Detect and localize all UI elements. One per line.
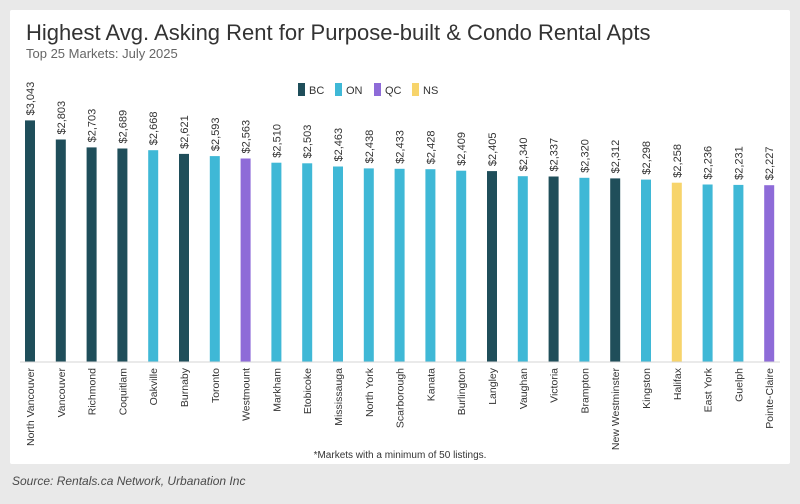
legend-label-bc: BC (309, 85, 324, 97)
legend-swatch-ns (412, 83, 419, 96)
x-tick-label: North Vancouver (25, 368, 37, 447)
data-label: $2,409 (456, 132, 468, 166)
data-label: $2,689 (117, 110, 129, 144)
data-label: $2,621 (179, 115, 191, 149)
data-label: $2,258 (672, 144, 684, 178)
bar-north-york (363, 168, 374, 362)
bar-guelph (733, 184, 744, 362)
data-label: $2,803 (56, 101, 68, 135)
x-tick-label: Vancouver (56, 367, 68, 417)
x-tick-label: Richmond (87, 368, 99, 415)
x-tick-label: Mississauga (333, 368, 345, 426)
x-tick-label: Toronto (210, 368, 222, 403)
bar-langley (487, 171, 497, 362)
legend-swatch-bc (298, 83, 305, 96)
x-tick-label: East York (703, 367, 715, 412)
x-tick-label: Oakville (148, 368, 160, 406)
x-tick-label: Guelph (733, 368, 745, 402)
bar-kingston (641, 179, 651, 362)
data-label: $2,428 (425, 131, 437, 165)
data-label: $2,298 (641, 141, 653, 175)
data-label: $3,043 (25, 82, 37, 116)
data-label: $2,668 (148, 112, 160, 146)
x-tick-label: Westmount (241, 368, 253, 421)
data-label: $2,503 (302, 125, 314, 159)
bar-new-westminster (610, 178, 621, 362)
legend-swatch-qc (374, 83, 381, 96)
bar-oakville (148, 150, 159, 362)
bar-westmount (240, 158, 251, 362)
x-tick-label: Pointe-Claire (764, 368, 776, 429)
data-label: $2,337 (549, 138, 561, 172)
legend-label-qc: QC (385, 85, 402, 97)
chart-legend: BC ON QC NS (298, 83, 438, 97)
bar-coquitlam (117, 148, 128, 362)
bar-vaughan (517, 176, 528, 362)
bar-markham (271, 162, 282, 362)
x-tick-label: Victoria (549, 368, 561, 403)
x-tick-label: Burlington (456, 368, 468, 415)
data-label: $2,236 (703, 146, 715, 180)
data-label: $2,312 (610, 140, 622, 174)
bar-mississauga (333, 166, 343, 362)
x-tick-label: Burnaby (179, 367, 191, 407)
bar-victoria (548, 176, 559, 362)
bar-burnaby (179, 153, 189, 362)
data-label: $2,433 (395, 130, 407, 164)
bar-kanata (425, 169, 436, 362)
footnote: *Markets with a minimum of 50 listings. (313, 450, 487, 461)
x-tick-label: New Westminster (610, 368, 622, 451)
data-label: $2,563 (241, 120, 253, 154)
x-tick-label: Scarborough (395, 368, 407, 428)
x-tick-label: Markham (271, 368, 283, 412)
data-label: $2,340 (518, 138, 530, 172)
legend-swatch-on (335, 83, 342, 96)
source-credit: Source: Rentals.ca Network, Urbanation I… (12, 474, 246, 488)
chart-title: Highest Avg. Asking Rent for Purpose-bui… (26, 20, 651, 45)
bar-richmond (86, 147, 97, 362)
data-label: $2,703 (87, 109, 99, 143)
bar-brampton (579, 177, 590, 362)
x-tick-label: Brampton (579, 368, 591, 414)
legend-label-on: ON (346, 85, 363, 97)
bar-east-york (702, 184, 713, 362)
data-label: $2,320 (579, 139, 591, 173)
data-label: $2,593 (210, 117, 222, 151)
x-tick-label: Halifax (672, 367, 684, 400)
x-tick-label: North York (364, 367, 376, 417)
data-label: $2,438 (364, 130, 376, 164)
data-label: $2,510 (271, 124, 283, 158)
bar-north-vancouver (25, 120, 35, 363)
x-tick-label: Langley (487, 367, 499, 405)
data-label: $2,227 (764, 147, 776, 181)
chart-subtitle: Top 25 Markets: July 2025 (26, 46, 178, 61)
bar-vancouver (55, 139, 66, 362)
bar-toronto (209, 156, 220, 362)
x-tick-labels: North Vancouver Vancouver Richmond Coquitla… (25, 367, 776, 450)
bar-etobicoke (302, 163, 313, 362)
x-tick-label: Coquitlam (117, 368, 129, 416)
x-tick-label: Etobicoke (302, 368, 314, 414)
bar-burlington (456, 170, 467, 362)
bar-halifax (671, 182, 682, 362)
x-tick-label: Kanata (425, 368, 437, 401)
legend-label-ns: NS (423, 85, 438, 97)
bar-series (25, 120, 775, 363)
data-label: $2,463 (333, 128, 345, 162)
x-tick-label: Kingston (641, 368, 653, 409)
x-tick-label: Vaughan (518, 368, 530, 409)
data-label: $2,405 (487, 132, 499, 166)
bar-pointe-claire (764, 185, 775, 362)
data-label: $2,231 (733, 146, 745, 180)
bar-scarborough (394, 168, 405, 362)
data-labels: $3,043 $2,803 $2,703 $2,689 $2,668 $2,621 $2,5… (25, 82, 776, 180)
